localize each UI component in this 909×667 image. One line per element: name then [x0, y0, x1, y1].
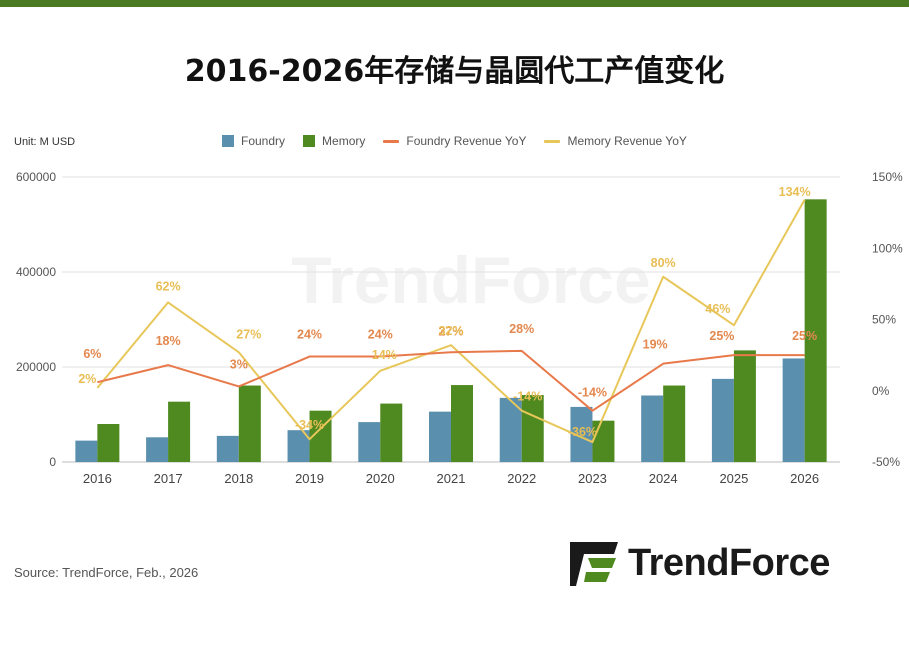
data-label-foundry-yoy: 18% [156, 334, 181, 348]
x-tick-label: 2018 [224, 471, 253, 486]
bar-memory [238, 385, 261, 462]
data-label-foundry-yoy: 28% [509, 322, 534, 336]
bar-foundry [570, 406, 593, 462]
legend-item-memory: Memory [303, 134, 365, 148]
bar-memory [97, 424, 120, 462]
data-label-foundry-yoy: 6% [83, 347, 101, 361]
data-label-foundry-yoy: 24% [297, 328, 322, 342]
legend-item-memory-yoy: Memory Revenue YoY [544, 134, 687, 148]
source-note: Source: TrendForce, Feb., 2026 [14, 565, 199, 580]
line-memory-yoy [96, 199, 806, 444]
data-label-memory-yoy: 62% [156, 279, 181, 293]
legend-item-foundry-yoy: Foundry Revenue YoY [383, 134, 526, 148]
data-label-foundry-yoy: 3% [230, 357, 248, 371]
bar-foundry [641, 395, 664, 462]
y-left-tick-label: 600000 [16, 170, 56, 184]
x-tick-label: 2022 [507, 471, 536, 486]
bar-memory [733, 350, 756, 462]
y-right-tick-label: 150% [872, 170, 903, 184]
bar-memory [380, 403, 403, 462]
y-right-tick-label: 100% [872, 241, 903, 255]
data-label-memory-yoy: -34% [295, 418, 324, 432]
x-tick-label: 2026 [790, 471, 819, 486]
bar-foundry [358, 422, 381, 462]
x-tick-label: 2023 [578, 471, 607, 486]
x-tick-label: 2017 [154, 471, 183, 486]
x-tick-label: 2021 [437, 471, 466, 486]
x-tick-label: 2024 [649, 471, 678, 486]
bar-memory [521, 395, 544, 462]
legend-label-foundry: Foundry [241, 134, 286, 148]
bar-memory [451, 385, 473, 462]
logo-mark-icon [570, 542, 618, 586]
chart-area: TrendForce 0 200000 400000 600000 -50% 0% 50% 10… [16, 170, 903, 486]
x-tick-label: 2020 [366, 471, 395, 486]
y-right-tick-label: 0% [872, 384, 890, 398]
legend-label-memory-yoy: Memory Revenue YoY [567, 134, 687, 148]
line-foundry-yoy [97, 349, 805, 412]
bar-foundry [216, 435, 239, 462]
legend-item-foundry: Foundry [222, 134, 285, 148]
data-label-foundry-yoy: 27% [438, 324, 463, 338]
y-left-tick-label: 0 [49, 455, 56, 469]
data-label-memory-yoy: 14% [372, 348, 397, 362]
data-label-memory-yoy: 46% [705, 302, 730, 316]
legend-swatch-memory [303, 135, 316, 147]
data-label-memory-yoy: 27% [236, 327, 261, 341]
watermark: TrendForce [291, 243, 650, 317]
data-label-memory-yoy: 32% [438, 324, 463, 338]
data-label-memory-yoy: -36% [568, 425, 597, 439]
unit-label: Unit: M USD [14, 136, 76, 148]
data-label-foundry-yoy: 25% [792, 329, 817, 343]
x-tick-label: 2025 [719, 471, 748, 486]
legend: Foundry Memory Foundry Revenue YoY Memor… [222, 134, 687, 148]
data-label-foundry-yoy: 25% [709, 329, 734, 343]
bar-foundry [711, 378, 734, 462]
trendforce-logo: TrendForce [570, 538, 890, 588]
data-label-memory-yoy: 2% [78, 372, 96, 386]
logo-text: TrendForce [628, 542, 830, 584]
data-label-foundry-yoy: 19% [643, 338, 668, 352]
x-tick-label: 2019 [295, 471, 324, 486]
data-label-foundry-yoy: 24% [368, 328, 393, 342]
y-right-tick-label: 50% [872, 313, 896, 327]
bar-foundry [287, 430, 310, 462]
x-tick-label: 2016 [83, 471, 112, 486]
bar-foundry [499, 397, 522, 462]
top-accent-bar [0, 0, 909, 7]
data-label-foundry-yoy: -14% [578, 386, 607, 400]
y-left-tick-label: 200000 [16, 360, 56, 374]
data-label-memory-yoy: 134% [779, 185, 811, 199]
bar-memory [663, 385, 686, 462]
bar-foundry [146, 437, 169, 462]
legend-swatch-foundry [222, 135, 234, 147]
data-label-memory-yoy: -14% [513, 390, 542, 404]
bar-foundry [782, 358, 805, 462]
data-label-memory-yoy: 80% [651, 256, 676, 270]
y-left-tick-label: 400000 [16, 265, 56, 279]
legend-label-foundry-yoy: Foundry Revenue YoY [406, 134, 527, 148]
bar-memory [804, 199, 827, 462]
legend-swatch-memory-yoy [544, 139, 561, 143]
page-title: 2016-2026年存储与晶圆代工产值变化 [184, 54, 725, 89]
legend-label-memory: Memory [322, 134, 366, 148]
bar-foundry [429, 411, 451, 462]
bar-foundry [75, 440, 98, 462]
bar-memory [168, 401, 191, 462]
legend-swatch-foundry-yoy [383, 139, 400, 143]
y-right-tick-label: -50% [872, 455, 900, 469]
